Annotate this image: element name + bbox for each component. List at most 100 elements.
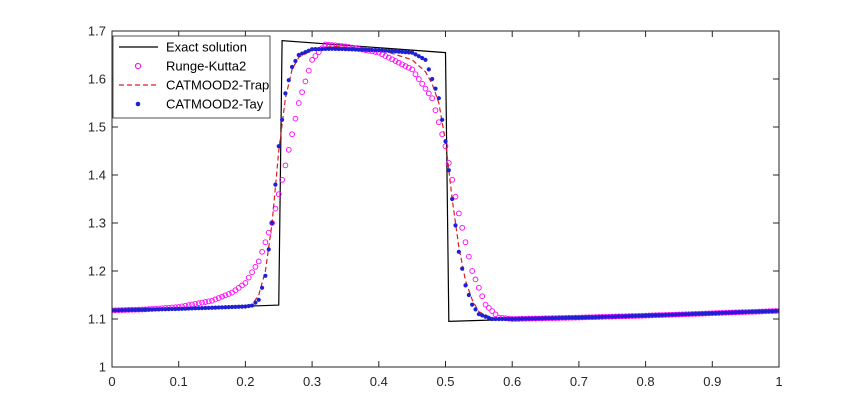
data-point	[259, 285, 265, 290]
x-tick-label: 0.9	[703, 374, 721, 389]
data-point	[693, 311, 698, 316]
data-point	[476, 312, 481, 317]
data-point	[169, 306, 175, 312]
data-point	[580, 315, 585, 320]
data-point	[543, 316, 548, 321]
data-point	[113, 308, 118, 313]
x-tick-label: 0.2	[236, 374, 254, 389]
data-point	[146, 307, 151, 312]
data-point	[382, 53, 389, 59]
data-point	[456, 249, 461, 254]
legend-item: Runge-Kutta2	[134, 59, 246, 74]
data-point	[412, 71, 419, 78]
data-point	[292, 115, 299, 122]
data-point	[402, 63, 409, 69]
data-point	[252, 263, 259, 270]
data-point	[262, 239, 269, 246]
data-point	[333, 46, 338, 51]
data-point	[435, 119, 442, 126]
data-point	[196, 306, 201, 311]
data-point	[383, 48, 388, 53]
data-point	[276, 144, 281, 149]
data-point	[466, 253, 472, 260]
data-point	[243, 304, 248, 309]
data-point	[760, 309, 765, 314]
data-point	[246, 303, 251, 309]
data-point	[716, 310, 722, 316]
data-point	[489, 308, 496, 314]
legend-item: CATMOOD2-Tay	[135, 97, 264, 112]
data-point	[560, 315, 565, 321]
data-point	[403, 50, 408, 55]
data-point	[195, 300, 202, 307]
data-point	[720, 310, 725, 315]
legend-label: Exact solution	[166, 40, 247, 55]
data-point	[492, 311, 499, 318]
data-point	[503, 316, 508, 322]
data-point	[376, 48, 381, 53]
data-point	[326, 46, 331, 51]
data-point	[346, 47, 351, 52]
data-point	[253, 300, 258, 305]
x-tick-label: 0.3	[303, 374, 321, 389]
data-point	[183, 306, 188, 311]
data-point	[236, 304, 241, 309]
y-tick-label: 1.2	[88, 264, 106, 279]
data-point	[266, 247, 271, 252]
x-tick-label: 0.7	[570, 374, 588, 389]
data-point	[219, 305, 225, 310]
data-point	[279, 176, 285, 183]
data-point	[323, 46, 328, 52]
data-point	[425, 90, 432, 97]
data-point	[483, 314, 488, 319]
data-point	[440, 117, 445, 122]
data-point	[486, 304, 492, 311]
data-point	[666, 312, 672, 317]
data-point	[530, 316, 535, 321]
data-point	[396, 49, 401, 54]
data-point	[490, 316, 495, 322]
data-point	[153, 307, 158, 312]
data-point	[245, 274, 252, 281]
data-point	[413, 52, 418, 57]
data-point	[392, 58, 399, 64]
data-point	[249, 269, 255, 276]
data-point	[285, 146, 292, 153]
data-point	[433, 86, 438, 91]
y-tick-label: 1.6	[88, 72, 106, 87]
legend-item: CATMOOD2-Trap	[119, 78, 269, 93]
data-point	[219, 293, 225, 300]
data-point	[116, 308, 121, 313]
data-point	[409, 66, 416, 73]
data-point	[193, 306, 198, 311]
data-point	[496, 316, 501, 322]
data-point	[706, 311, 712, 316]
data-point	[473, 307, 478, 312]
data-point	[143, 307, 148, 312]
data-point	[432, 107, 439, 114]
data-point	[399, 61, 405, 68]
data-point	[366, 47, 371, 52]
data-point	[299, 51, 305, 56]
data-point	[283, 91, 288, 96]
data-point	[400, 49, 405, 54]
data-point	[482, 301, 489, 308]
data-point	[676, 312, 682, 317]
data-point	[610, 314, 615, 319]
data-point	[746, 309, 752, 315]
data-point	[656, 313, 662, 318]
data-point	[205, 298, 212, 305]
data-point	[462, 239, 469, 246]
data-point	[453, 223, 458, 228]
data-point	[390, 49, 395, 54]
data-point	[730, 310, 735, 315]
y-tick-label: 1.5	[88, 120, 106, 135]
data-point	[199, 305, 205, 311]
data-point	[226, 305, 231, 310]
data-point	[149, 307, 155, 312]
data-point	[493, 316, 498, 322]
data-point	[209, 305, 215, 310]
data-point	[633, 313, 638, 319]
data-point	[269, 220, 275, 226]
data-point	[229, 304, 235, 310]
